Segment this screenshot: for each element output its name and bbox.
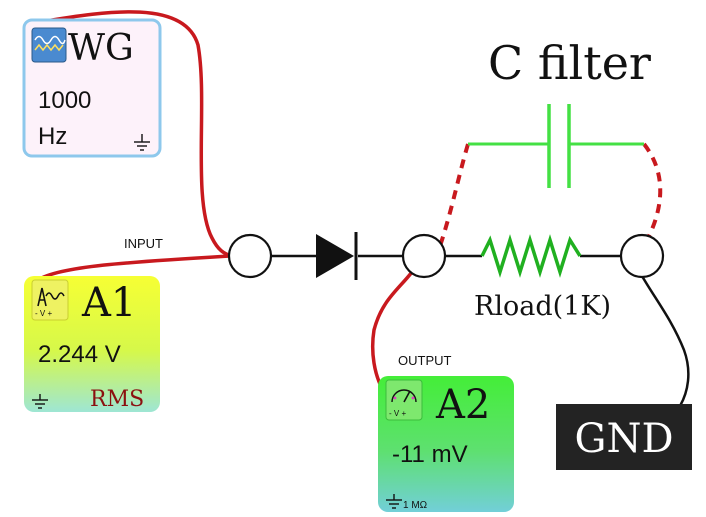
a2-polarity: - V +	[389, 409, 406, 418]
a1-title: A1	[81, 280, 136, 326]
dc-voltmeter-icon: - V +	[385, 379, 423, 421]
ac-voltmeter-icon: - V +	[31, 279, 69, 321]
ground-icon	[386, 494, 402, 509]
a2-value: -11 mV	[392, 441, 468, 468]
wire-cap-right-dotted	[642, 142, 663, 239]
sine-wave-icon	[31, 27, 67, 63]
voltmeter-a2[interactable]: - V + A2 -11 mV 1 MΩ	[378, 376, 514, 512]
wire-a2-to-output	[370, 270, 414, 386]
wire-node-to-gnd	[640, 275, 690, 407]
ground-icon	[134, 134, 150, 151]
wave-generator[interactable]: WG 1000 Hz	[22, 18, 162, 158]
wire-cap-left-dotted	[438, 143, 470, 247]
voltmeter-a1[interactable]: - V + A1 2.244 V RMS	[24, 276, 160, 412]
c-filter-label: C filter	[488, 36, 651, 90]
capacitor[interactable]	[468, 104, 644, 188]
input-label: INPUT	[124, 236, 163, 251]
diode[interactable]	[316, 232, 358, 280]
wg-unit: Hz	[38, 123, 67, 150]
output-label: OUTPUT	[398, 353, 452, 368]
a1-value: 2.244 V	[38, 341, 121, 368]
a2-title: A2	[435, 382, 490, 428]
node-ground[interactable]	[619, 233, 665, 279]
wire-wg-to-input	[38, 10, 234, 258]
wg-value: 1000	[38, 87, 91, 114]
wire-a1-to-input	[36, 254, 232, 282]
resistor[interactable]	[480, 234, 582, 278]
gnd-block[interactable]: GND	[556, 404, 692, 470]
a2-impedance: 1 MΩ	[403, 500, 428, 511]
a1-mode: RMS	[90, 387, 144, 412]
gnd-label: GND	[574, 416, 673, 462]
wg-title: WG	[68, 28, 134, 69]
rload-label: Rload(1K)	[474, 291, 611, 322]
a1-polarity: - V +	[35, 309, 52, 318]
node-output[interactable]	[401, 233, 447, 279]
node-input[interactable]	[227, 233, 273, 279]
ground-icon	[32, 394, 48, 409]
